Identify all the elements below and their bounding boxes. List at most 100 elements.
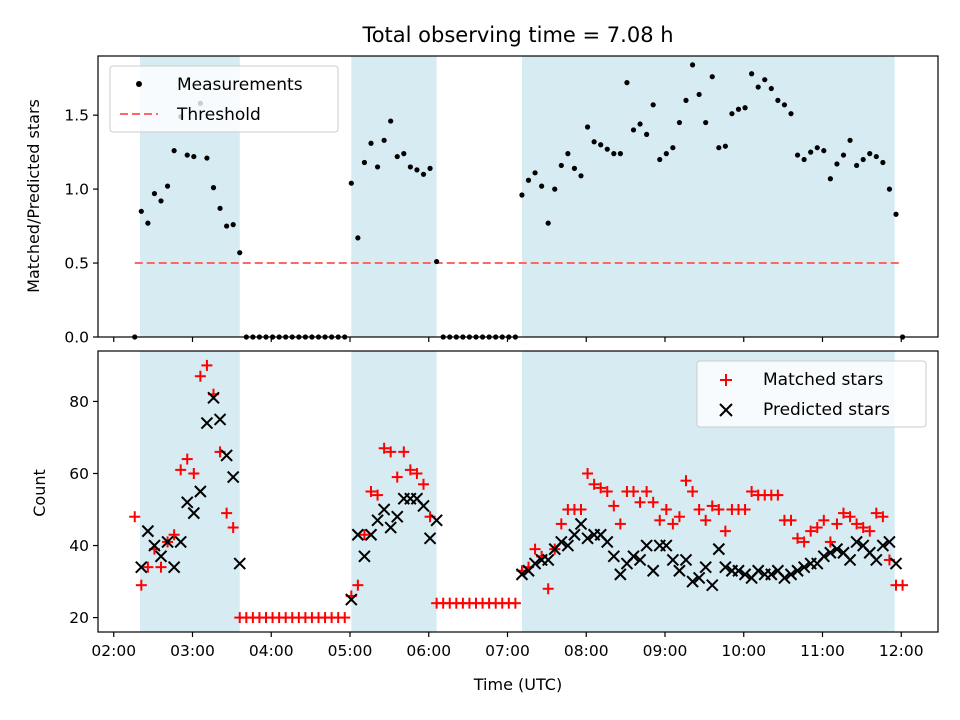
- measurement-point: [434, 258, 440, 265]
- legend-matched-marker: [720, 374, 732, 386]
- predicted-star-point: [226, 470, 240, 484]
- measurement-point: [781, 102, 788, 108]
- measurement-point: [145, 220, 151, 226]
- predicted-star-point: [751, 564, 765, 577]
- predicted-star-point: [167, 560, 181, 574]
- shaded-interval-2: [521, 56, 895, 337]
- matched-star-point: [614, 518, 626, 530]
- measurement-point: [571, 165, 578, 171]
- x-tick-label: 09:00: [643, 642, 688, 660]
- measurement-point: [598, 142, 604, 148]
- matched-star-point: [838, 507, 849, 519]
- measurement-point: [808, 149, 814, 155]
- measurement-point: [663, 151, 669, 157]
- measurement-point: [401, 151, 407, 157]
- matched-star-point: [857, 522, 869, 534]
- matched-star-point: [135, 579, 147, 591]
- measurement-point: [558, 162, 564, 169]
- predicted-star-point: [200, 416, 214, 430]
- matched-star-point: [805, 525, 817, 537]
- predicted-star-point: [627, 550, 640, 563]
- measurement-point: [545, 220, 551, 226]
- top-x-axis: [113, 337, 902, 342]
- measurement-point: [171, 148, 177, 154]
- bottom-y-axis: 20 40 60 80: [69, 393, 98, 627]
- matched-star-point: [818, 514, 830, 526]
- measurement-point: [854, 162, 860, 169]
- measurement-point: [565, 151, 571, 157]
- predicted-star-point: [141, 524, 155, 538]
- matched-star-point: [634, 496, 646, 508]
- predicted-star-point: [778, 571, 791, 585]
- predicted-star-point: [797, 560, 811, 574]
- matched-star-point: [181, 453, 193, 465]
- legend-measurements-marker: [136, 81, 142, 87]
- matched-star-point: [673, 511, 685, 523]
- measurement-point: [762, 77, 768, 83]
- x-tick-label: 04:00: [249, 642, 294, 660]
- matched-star-point: [418, 478, 429, 490]
- measurement-point: [880, 159, 886, 166]
- bottom-legend: Matched stars Predicted stars: [696, 360, 927, 428]
- measurement-point: [650, 102, 656, 108]
- measurement-point: [519, 192, 525, 198]
- predicted-star-point: [719, 560, 732, 574]
- matched-star-point: [588, 478, 600, 490]
- matched-star-point: [358, 529, 370, 541]
- matched-star-point: [542, 583, 554, 595]
- measurement-point: [644, 131, 650, 137]
- matched-star-point: [404, 464, 416, 476]
- matched-star-point: [746, 486, 758, 497]
- predicted-star-point: [528, 557, 542, 570]
- predicted-star-point: [161, 535, 174, 549]
- matched-star-point: [595, 482, 607, 494]
- top-legend-box: [109, 65, 339, 133]
- predicted-star-point: [601, 535, 614, 549]
- measurement-point: [624, 80, 630, 86]
- matched-star-point: [687, 486, 699, 497]
- matched-star-point: [227, 522, 239, 534]
- measurement-point: [184, 152, 190, 158]
- x-tick-label: 03:00: [170, 642, 215, 660]
- predicted-star-point: [345, 593, 358, 606]
- matched-star-point: [831, 518, 843, 530]
- top-plot-frame: [97, 55, 939, 338]
- predicted-star-point: [391, 510, 404, 523]
- top-chart-title: Total observing time = 7.08 h: [361, 23, 673, 47]
- matched-star-point: [601, 486, 613, 497]
- matched-star-point: [188, 467, 200, 479]
- measurement-point: [381, 137, 387, 143]
- predicted-star-point: [371, 514, 384, 527]
- measurement-point: [230, 222, 236, 228]
- predicted-star-point: [765, 568, 778, 581]
- y-tick-label: 1.0: [64, 181, 89, 199]
- predicted-star-point: [207, 391, 220, 405]
- measurement-point: [407, 164, 413, 170]
- predicted-star-point: [712, 542, 726, 556]
- matched-star-point: [824, 536, 836, 548]
- measurement-point: [696, 91, 702, 98]
- predicted-star-point: [679, 553, 693, 567]
- measurement-point: [151, 190, 158, 197]
- matched-star-point: [798, 536, 810, 548]
- predicted-star-point: [607, 550, 621, 563]
- predicted-star-point: [870, 553, 883, 567]
- measurement-point: [361, 159, 368, 166]
- y-tick-label: 80: [69, 393, 89, 411]
- predicted-star-point: [148, 539, 161, 552]
- y-tick-label: 40: [69, 537, 89, 555]
- predicted-star-point: [135, 560, 148, 574]
- bottom-x-axis-label: Time (UTC): [473, 675, 562, 694]
- matched-star-point: [411, 467, 423, 479]
- matched-star-point: [175, 464, 187, 476]
- predicted-star-point: [699, 560, 712, 574]
- predicted-star-point: [889, 557, 903, 570]
- measurement-point: [591, 139, 597, 145]
- measurement-point: [840, 152, 847, 158]
- matched-star-point: [378, 442, 390, 454]
- legend-predicted-label: Predicted stars: [763, 400, 890, 420]
- matched-star-point: [739, 504, 751, 516]
- measurement-point: [532, 170, 538, 176]
- measurement-point: [689, 62, 696, 68]
